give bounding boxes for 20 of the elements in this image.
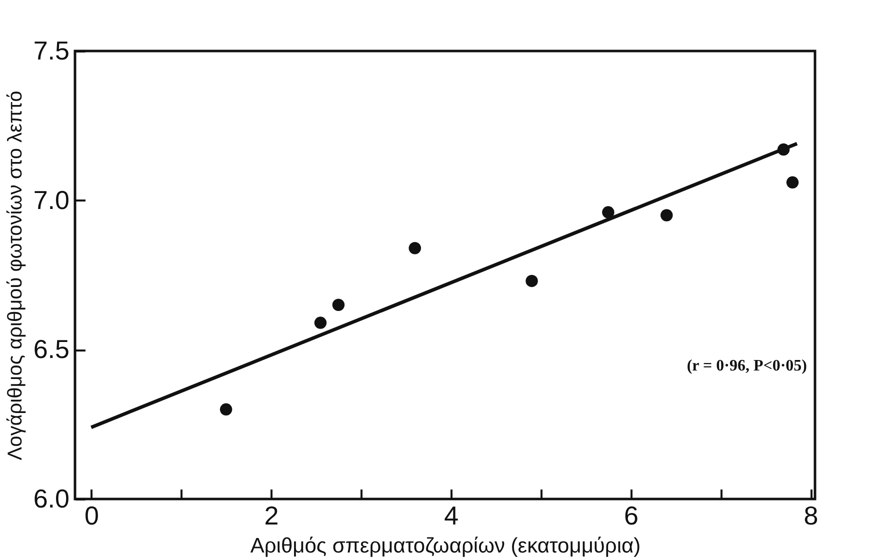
y-axis-title: Λογάριθμος αριθμού φωτονίων στο λεπτό bbox=[4, 90, 26, 460]
annotation: (r = 0·96, P<0·05) bbox=[686, 358, 807, 375]
point bbox=[314, 316, 327, 329]
x-tick-label: 8 bbox=[804, 500, 818, 530]
x-axis-title: Αριθμός σπερματοζωαρίων (εκατομμύρια) bbox=[250, 534, 641, 558]
point bbox=[660, 209, 673, 222]
x-tick-label: 0 bbox=[84, 500, 99, 530]
y-tick-label: 6.0 bbox=[33, 484, 70, 514]
point bbox=[602, 206, 614, 218]
point bbox=[408, 242, 421, 254]
x-tick-label: 6 bbox=[624, 500, 638, 530]
point bbox=[786, 176, 799, 189]
y-tick-label: 7.0 bbox=[33, 184, 70, 215]
x-tick-label: 2 bbox=[264, 500, 279, 530]
y-tick-label: 6.5 bbox=[33, 334, 70, 364]
x-tick-label: 4 bbox=[444, 500, 459, 530]
y-tick-label: 7.5 bbox=[33, 36, 70, 66]
point bbox=[526, 274, 538, 288]
point bbox=[220, 403, 232, 416]
point bbox=[332, 298, 345, 311]
